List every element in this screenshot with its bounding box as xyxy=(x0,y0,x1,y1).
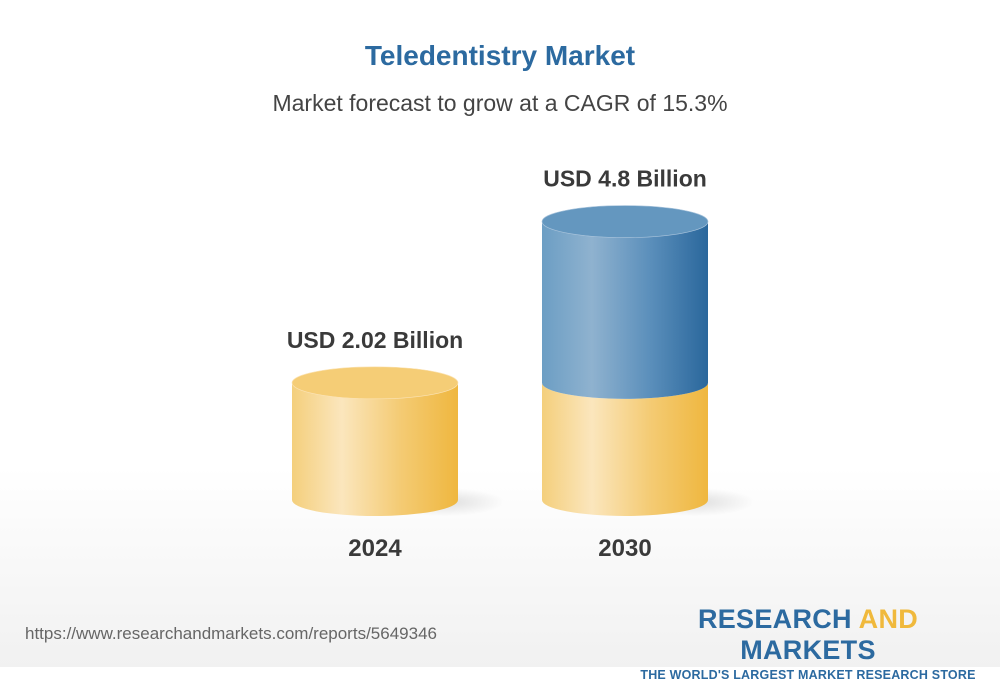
source-url[interactable]: https://www.researchandmarkets.com/repor… xyxy=(25,624,437,643)
cylinder-body-2024 xyxy=(292,382,458,516)
cylinder-growth-segment-2030 xyxy=(542,221,708,399)
data-label: USD 2.02 Billion xyxy=(287,327,463,353)
chart-title: Teledentistry Market xyxy=(364,40,636,71)
cylinder-base-segment-2030 xyxy=(542,382,708,516)
category-label: 2030 xyxy=(598,535,651,562)
chart-subtitle: Market forecast to grow at a CAGR of 15.… xyxy=(272,90,728,116)
cylinder-top-2024 xyxy=(291,366,459,400)
cylinder-top-2030 xyxy=(541,205,709,238)
cylinder-chart: USD 2.02 Billion 2024 USD 4.8 Billion 2030 xyxy=(287,166,755,562)
data-label: USD 4.8 Billion xyxy=(543,166,707,192)
research-and-markets-logo: RESEARCH AND MARKETS THE WORLD'S LARGEST… xyxy=(640,604,976,682)
category-label: 2024 xyxy=(348,535,402,562)
